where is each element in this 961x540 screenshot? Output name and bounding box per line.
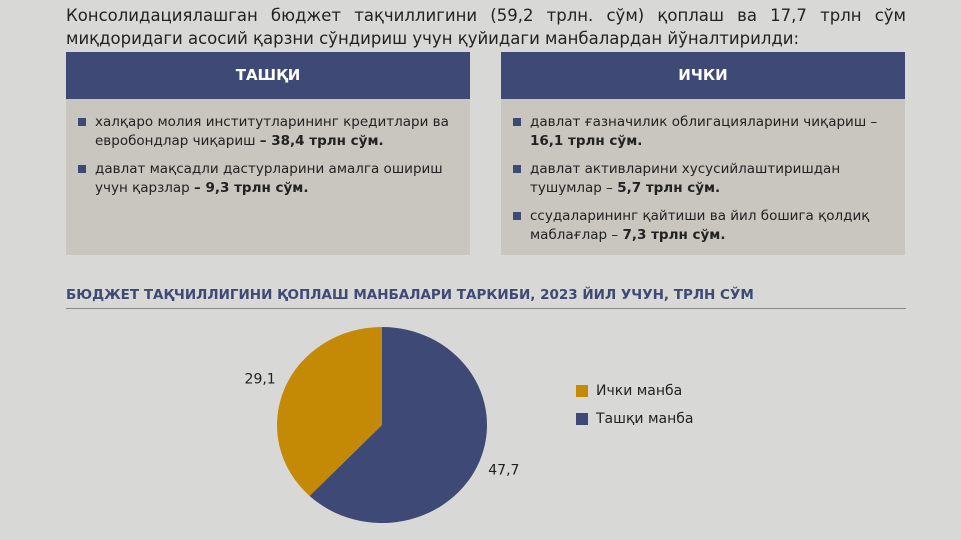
item-amount: 16,1 трлн сўм. bbox=[530, 133, 643, 149]
chart-title: БЮДЖЕТ ТАҚЧИЛЛИГИНИ ҚОПЛАШ МАНБАЛАРИ ТАР… bbox=[66, 287, 906, 309]
box-title: ТАШҚИ bbox=[66, 52, 470, 99]
legend-label: Ташқи манба bbox=[595, 411, 693, 427]
item-amount: 7,3 трлн сўм. bbox=[622, 227, 726, 243]
item-amount: – 9,3 трлн сўм. bbox=[194, 180, 309, 196]
legend-swatch bbox=[576, 413, 588, 425]
legend-label: Ички манба bbox=[596, 383, 682, 399]
box-title: ИЧКИ bbox=[501, 52, 905, 99]
list-item: давлат ғазначилик облигацияларини чиқари… bbox=[513, 113, 891, 151]
item-amount: – 38,4 трлн сўм. bbox=[259, 133, 384, 149]
info-box: ИЧКИ давлат ғазначилик облигацияларини чи… bbox=[501, 52, 905, 255]
pie-slice bbox=[276, 327, 382, 496]
pie-slice bbox=[309, 327, 487, 524]
list-item: давлат активларини хусусийлаштиришдан ту… bbox=[513, 160, 891, 198]
list-item: ссудаларининг қайтиши ва йил бошига қолд… bbox=[513, 207, 891, 245]
item-text: ссудаларининг қайтиши ва йил бошига қолд… bbox=[530, 208, 870, 243]
item-list: халқаро молия институтларининг кредитлар… bbox=[66, 99, 470, 198]
list-item: давлат мақсадли дастурларини амалга ошир… bbox=[78, 160, 456, 198]
info-box: ТАШҚИ халқаро молия институтларининг кред… bbox=[66, 52, 470, 255]
value-label: 29,1 bbox=[245, 372, 276, 388]
list-item: халқаро молия институтларининг кредитлар… bbox=[78, 113, 456, 151]
item-amount: 5,7 трлн сўм. bbox=[617, 180, 721, 196]
item-text: давлат ғазначилик облигацияларини чиқари… bbox=[530, 114, 878, 130]
item-text: халқаро молия институтларининг кредитлар… bbox=[95, 114, 449, 149]
value-label: 47,7 bbox=[488, 462, 519, 478]
intro: Консолидациялашган бюджет тақчиллигини (… bbox=[66, 6, 906, 48]
item-text: давлат активларини хусусийлаштиришдан ту… bbox=[530, 161, 841, 196]
legend-swatch bbox=[576, 385, 588, 397]
item-list: давлат ғазначилик облигацияларини чиқари… bbox=[501, 99, 905, 245]
item-text: давлат мақсадли дастурларини амалга ошир… bbox=[95, 161, 443, 196]
